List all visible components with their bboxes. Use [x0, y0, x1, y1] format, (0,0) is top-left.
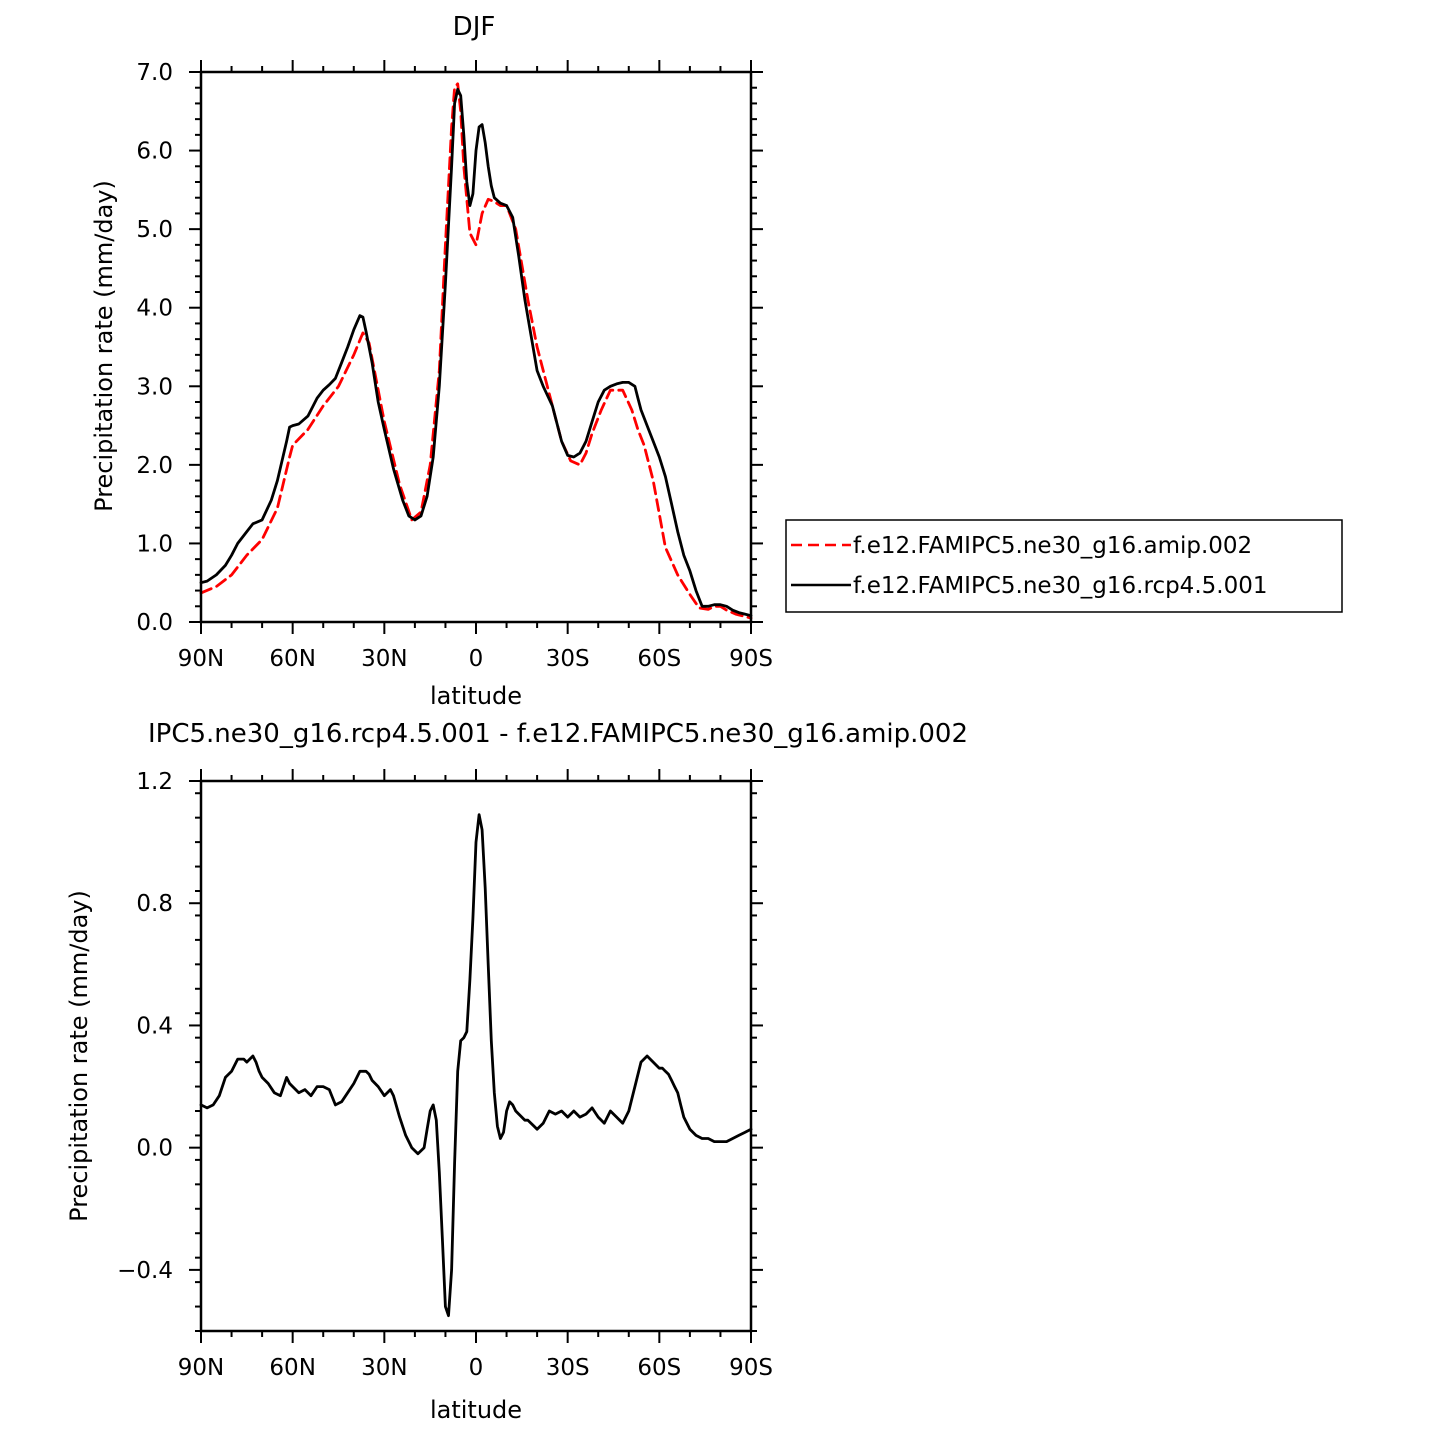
legend-label-amip: f.e12.FAMIPC5.ne30_g16.amip.002	[853, 533, 1252, 559]
x-axis-label-bottom: latitude	[430, 1396, 522, 1424]
x-tick-label: 60N	[269, 1355, 315, 1381]
series-line-rcp	[199, 87, 753, 618]
panel-title-djf: DJF	[453, 12, 496, 42]
series-line-difference	[199, 813, 753, 1318]
x-tick-label: 60S	[637, 1355, 681, 1381]
y-tick-label: 1.2	[136, 769, 173, 795]
y-tick-label: 6.0	[136, 139, 173, 165]
y-tick-label: 5.0	[136, 217, 173, 243]
y-tick-label: 0.0	[136, 610, 173, 636]
y-axis-label-bottom: Precipitation rate (mm/day)	[65, 890, 93, 1222]
series-top	[199, 82, 753, 620]
y-tick-label: 0.4	[136, 1013, 173, 1039]
x-tick-label: 90S	[729, 646, 773, 672]
y-tick-label: 7.0	[136, 60, 173, 86]
y-tick-label: 4.0	[136, 296, 173, 322]
plot-frame-top	[199, 70, 753, 624]
y-axis-label-top: Precipitation rate (mm/day)	[90, 180, 118, 512]
x-tick-label: 30S	[546, 646, 590, 672]
tick-labels-bottom: 90N 60N 30N 0 30S 60S 90S −0.4 0.0 0.4 0.8 1.2	[117, 769, 773, 1381]
series-line-amip	[199, 82, 753, 620]
x-tick-label: 60S	[637, 646, 681, 672]
plot-frame-bottom	[199, 779, 753, 1333]
y-tick-label: 3.0	[136, 374, 173, 400]
series-bottom	[199, 813, 753, 1318]
panel-djf: DJF Precipitation rate (mm/day) latitude…	[90, 12, 773, 710]
y-tick-label: 2.0	[136, 453, 173, 479]
x-tick-label: 90N	[178, 646, 224, 672]
y-tick-label: 0.0	[136, 1136, 173, 1162]
tick-labels-top: 90N 60N 30N 0 30S 60S 90S 0.0 1.0 2.0 3.0 4.0 5.0 6.0…	[136, 60, 773, 672]
x-tick-label: 30N	[361, 646, 407, 672]
panel-title-difference: IPC5.ne30_g16.rcp4.5.001 - f.e12.FAMIPC5…	[148, 719, 968, 749]
x-tick-label: 60N	[269, 646, 315, 672]
y-tick-label: 1.0	[136, 531, 173, 557]
x-tick-label: 0	[469, 1355, 484, 1381]
y-tick-label: 0.8	[136, 891, 173, 917]
legend-label-rcp: f.e12.FAMIPC5.ne30_g16.rcp4.5.001	[853, 573, 1267, 599]
x-tick-label: 90N	[178, 1355, 224, 1381]
x-axis-label-top: latitude	[430, 682, 522, 710]
y-tick-label: −0.4	[117, 1258, 173, 1284]
x-tick-label: 90S	[729, 1355, 773, 1381]
legend: f.e12.FAMIPC5.ne30_g16.amip.002 f.e12.FA…	[785, 519, 1343, 613]
x-tick-label: 0	[469, 646, 484, 672]
x-tick-label: 30N	[361, 1355, 407, 1381]
x-tick-label: 30S	[546, 1355, 590, 1381]
panel-difference: IPC5.ne30_g16.rcp4.5.001 - f.e12.FAMIPC5…	[65, 719, 968, 1424]
legend-box	[785, 519, 1343, 613]
